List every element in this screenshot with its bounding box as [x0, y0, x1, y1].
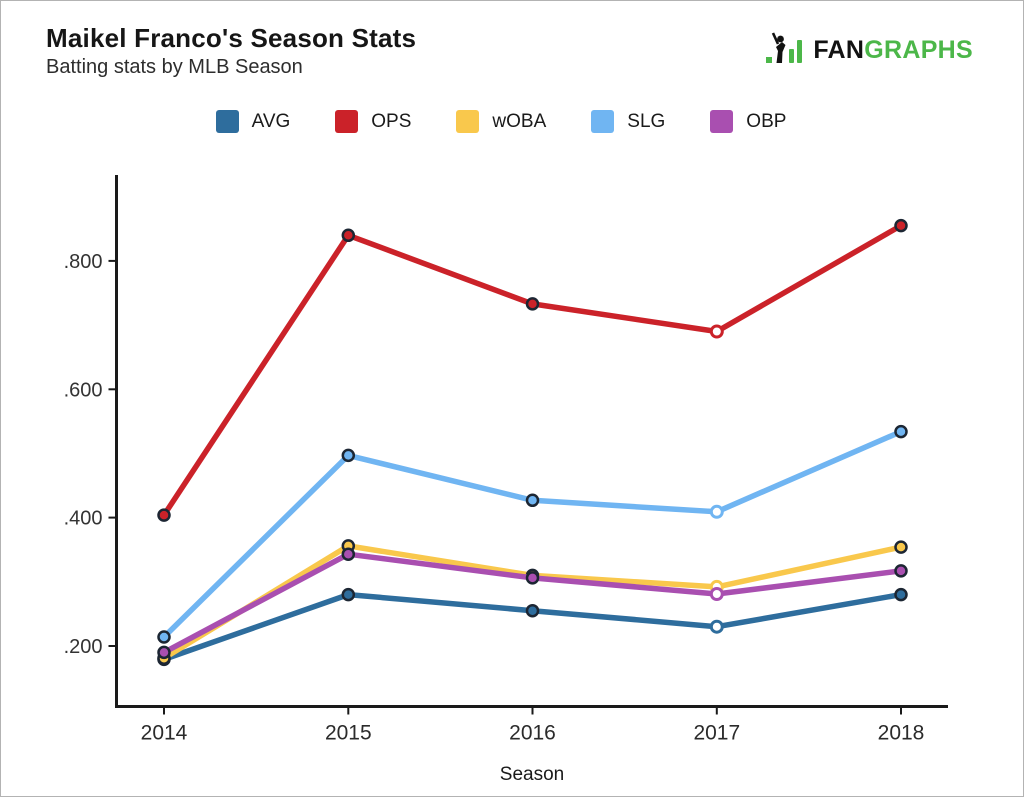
marker-slg-2015 — [341, 448, 356, 463]
marker-slg-2017 — [709, 504, 724, 519]
marker-ops-2015 — [341, 228, 356, 243]
marker-ops-2017 — [709, 324, 724, 339]
chart-legend: AVG OPS wOBA SLG OBP — [1, 110, 1001, 133]
series-line-ops — [161, 222, 904, 518]
logo-bar-tall — [797, 40, 803, 63]
y-tick-label-.200: .200 — [64, 636, 103, 658]
marker-avg-2016 — [525, 603, 540, 618]
legend-label-slg: SLG — [627, 110, 666, 132]
page-subtitle: Batting stats by MLB Season — [46, 56, 303, 78]
y-tick-label-.600: .600 — [64, 379, 103, 401]
marker-slg-2016 — [525, 493, 540, 508]
axis-lines — [115, 175, 948, 708]
page-title: Maikel Franco's Season Stats — [46, 23, 417, 53]
legend-swatch-avg — [215, 110, 239, 133]
fangraphs-logo[interactable]: FANGRAPHS — [766, 31, 973, 63]
marker-obp-2017 — [709, 587, 724, 601]
x-tick-label-2018: 2018 — [878, 722, 925, 745]
legend-label-avg: AVG — [251, 110, 291, 132]
marker-slg-2018 — [894, 424, 908, 439]
logo-text-fan: FAN — [813, 36, 865, 64]
legend-swatch-slg — [591, 110, 615, 133]
fangraphs-batter-icon — [766, 32, 803, 63]
y-tick-label-.400: .400 — [64, 508, 103, 530]
legend-item-woba[interactable]: wOBA — [456, 110, 546, 133]
marker-obp-2015 — [341, 547, 356, 561]
marker-avg-2015 — [341, 587, 356, 602]
marker-avg-2017 — [709, 619, 724, 634]
y-tick-label-.800: .800 — [64, 251, 103, 273]
x-axis-title: Season — [500, 764, 564, 785]
legend-swatch-obp — [710, 110, 734, 133]
x-tick-label-2015: 2015 — [325, 722, 372, 745]
legend-item-avg[interactable]: AVG — [215, 110, 291, 133]
logo-text-graphs: GRAPHS — [864, 36, 973, 64]
x-tick-label-2017: 2017 — [693, 722, 740, 745]
batter-silhouette — [772, 32, 786, 63]
x-tick-label-2014: 2014 — [141, 722, 188, 745]
marker-avg-2018 — [894, 587, 908, 602]
legend-swatch-ops — [335, 110, 359, 133]
legend-swatch-woba — [456, 110, 480, 133]
legend-item-slg[interactable]: SLG — [591, 110, 665, 133]
legend-label-woba: wOBA — [492, 110, 547, 132]
marker-obp-2016 — [525, 571, 540, 585]
marker-ops-2016 — [525, 297, 540, 311]
fangraphs-logo-text: FANGRAPHS — [813, 38, 973, 63]
marker-slg-2014 — [157, 630, 171, 644]
logo-green-dot — [766, 57, 773, 63]
legend-label-ops: OPS — [371, 110, 412, 132]
marker-ops-2014 — [157, 508, 171, 522]
legend-item-ops[interactable]: OPS — [335, 110, 411, 133]
legend-label-obp: OBP — [746, 110, 787, 132]
logo-bar-short — [789, 49, 795, 63]
marker-obp-2018 — [894, 564, 908, 578]
x-tick-label-2016: 2016 — [509, 722, 556, 745]
marker-obp-2014 — [157, 645, 171, 660]
series-line-woba — [161, 543, 904, 661]
marker-ops-2018 — [894, 218, 908, 233]
marker-woba-2018 — [894, 540, 908, 554]
legend-item-obp[interactable]: OBP — [710, 110, 786, 133]
